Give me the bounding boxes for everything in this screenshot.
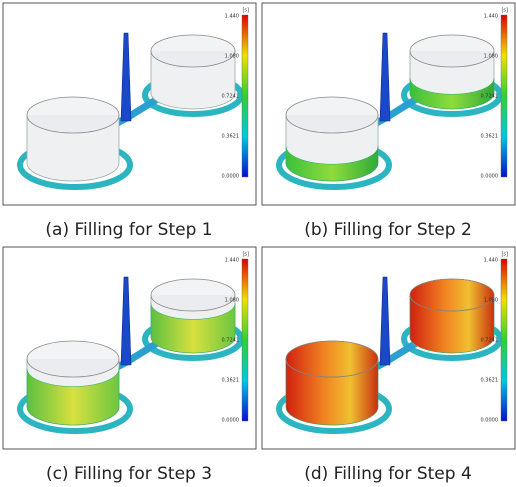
- colorbar-unit: [s]: [242, 252, 249, 258]
- colorbar-label: 0.3621: [222, 378, 240, 384]
- colorbar-label: 1.440: [225, 258, 239, 264]
- panel: [s]1.440 1.080 0.7241 0.3621 0.0000: [3, 3, 256, 205]
- panel: [s]1.440 1.080 0.7241 0.3621 0.0000: [262, 247, 515, 449]
- colorbar-label: 1.440: [225, 14, 239, 20]
- cylinder-rim: [410, 35, 494, 67]
- colorbar-unit: [s]: [242, 8, 249, 14]
- colorbar-unit: [s]: [501, 252, 508, 258]
- colorbar-label: 1.440: [484, 14, 498, 20]
- colorbar: [501, 259, 507, 421]
- colorbar-label: 0.0000: [222, 174, 240, 180]
- colorbar-label: 1.080: [225, 54, 239, 60]
- panel: [s]1.440 1.080 0.7241 0.3621 0.0000: [262, 3, 515, 205]
- colorbar: [501, 15, 507, 177]
- colorbar: [242, 259, 248, 421]
- cylinder-rim: [27, 341, 119, 377]
- colorbar-label: 0.7241: [481, 94, 499, 100]
- caption: (d) Filling for Step 4: [304, 464, 472, 483]
- colorbar-label: 0.0000: [481, 174, 499, 180]
- colorbar-label: 0.0000: [222, 418, 240, 424]
- colorbar-unit: [s]: [501, 8, 508, 14]
- colorbar-label: 0.3621: [222, 134, 240, 140]
- cylinder-rim: [151, 279, 235, 311]
- caption: (c) Filling for Step 3: [46, 464, 212, 483]
- cylinder-rim: [286, 97, 378, 133]
- colorbar-label: 0.3621: [481, 134, 499, 140]
- colorbar-label: 1.440: [484, 258, 498, 264]
- caption: (a) Filling for Step 1: [45, 220, 212, 240]
- colorbar: [242, 15, 248, 177]
- panel: [s]1.440 1.080 0.7241 0.3621 0.0000: [3, 247, 256, 449]
- colorbar-label: 0.7241: [222, 338, 240, 344]
- colorbar-label: 0.7241: [222, 94, 240, 100]
- colorbar-label: 0.0000: [481, 418, 499, 424]
- cylinder-rim: [27, 97, 119, 133]
- colorbar-label: 0.3621: [481, 378, 499, 384]
- colorbar-label: 1.080: [484, 298, 498, 304]
- figure: [s]1.4401.0800.72410.36210.0000(a) Filli…: [0, 0, 516, 483]
- colorbar-label: 1.080: [225, 298, 239, 304]
- colorbar-label: 1.080: [484, 54, 498, 60]
- caption: (b) Filling for Step 2: [304, 220, 472, 240]
- cylinder-rim: [151, 35, 235, 67]
- colorbar-label: 0.7241: [481, 338, 499, 344]
